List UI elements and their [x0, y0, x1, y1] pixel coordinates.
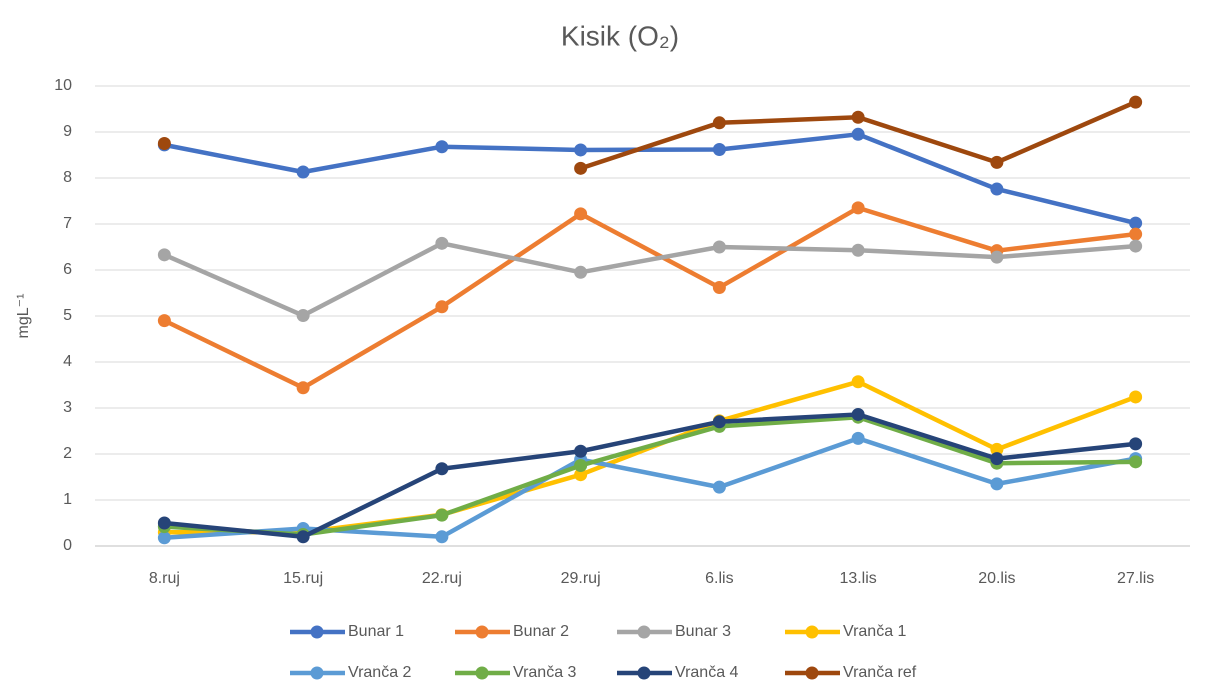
- legend-marker: [475, 625, 489, 639]
- legend-marker: [805, 666, 819, 680]
- x-tick-label: 8.ruj: [149, 570, 180, 587]
- series-line: [164, 414, 1136, 537]
- data-point: [851, 375, 865, 389]
- data-point: [296, 165, 310, 179]
- legend-marker: [475, 666, 489, 680]
- legend-marker: [805, 625, 819, 639]
- series-line: [163, 132, 1137, 226]
- y-tick-label: 2: [63, 445, 72, 462]
- data-point: [574, 161, 588, 175]
- data-point: [1129, 437, 1143, 451]
- data-point: [712, 415, 726, 429]
- data-point: [157, 516, 171, 530]
- y-tick-label: 10: [54, 77, 72, 94]
- series-line: [163, 205, 1136, 391]
- data-point: [574, 444, 588, 458]
- data-point: [296, 530, 310, 544]
- legend-label: Bunar 3: [675, 623, 731, 640]
- data-point: [574, 265, 588, 279]
- legend-label: Bunar 2: [513, 623, 569, 640]
- data-point: [851, 201, 865, 215]
- y-tick-label: 1: [63, 491, 72, 508]
- data-point: [296, 381, 310, 395]
- x-tick-label: 6.lis: [705, 570, 733, 587]
- data-point: [574, 468, 588, 482]
- data-point: [712, 240, 726, 254]
- data-point: [574, 207, 588, 221]
- legend-marker: [637, 666, 651, 680]
- series-line: [164, 436, 1137, 540]
- x-tick-label: 29.ruj: [561, 570, 601, 587]
- data-point: [1129, 390, 1143, 404]
- legend-marker: [637, 625, 651, 639]
- data-point: [851, 110, 865, 124]
- data-point: [435, 530, 449, 544]
- data-point: [157, 314, 171, 328]
- data-point: [851, 243, 865, 257]
- y-tick-label: 9: [63, 123, 72, 140]
- y-tick-label: 5: [63, 307, 72, 324]
- data-point: [574, 459, 588, 472]
- legend-label: Vranča 4: [675, 664, 739, 681]
- data-point: [712, 280, 726, 294]
- y-tick-label: 7: [63, 215, 72, 232]
- data-point: [435, 462, 449, 476]
- legend-label: Vranča 1: [843, 623, 907, 640]
- data-point: [1129, 455, 1143, 469]
- data-point: [435, 236, 449, 250]
- series-line: [164, 412, 1136, 540]
- data-point: [712, 142, 726, 156]
- data-point: [157, 248, 171, 262]
- data-point: [157, 137, 171, 150]
- legend-label: Vranča 3: [513, 664, 577, 681]
- chart-title: Kisik (O₂): [561, 20, 679, 51]
- data-point: [851, 127, 865, 141]
- data-point: [990, 250, 1004, 264]
- x-tick-label: 15.ruj: [283, 570, 323, 587]
- data-point: [990, 442, 1004, 456]
- data-point: [1129, 239, 1143, 253]
- y-tick-label: 3: [63, 399, 72, 416]
- data-point: [1129, 95, 1143, 109]
- data-point: [990, 155, 1004, 169]
- series-line: [163, 241, 1136, 318]
- data-point: [990, 452, 1004, 466]
- data-point: [1129, 227, 1143, 241]
- data-point: [157, 531, 171, 545]
- data-point: [296, 309, 310, 323]
- legend-label: Vranča ref: [843, 664, 917, 681]
- data-point: [435, 140, 449, 154]
- data-point: [851, 407, 865, 421]
- x-tick-label: 13.lis: [839, 570, 876, 587]
- data-point: [851, 431, 865, 445]
- y-tick-label: 0: [63, 537, 72, 554]
- data-point: [435, 508, 449, 522]
- y-tick-label: 8: [63, 169, 72, 186]
- data-point: [574, 143, 588, 157]
- data-point: [712, 480, 726, 494]
- data-point: [990, 477, 1004, 491]
- data-point: [990, 182, 1004, 196]
- y-tick-label: 4: [63, 353, 72, 370]
- data-point: [1129, 216, 1143, 230]
- x-tick-label: 20.lis: [978, 570, 1015, 587]
- y-axis-label: mgL⁻¹: [15, 294, 32, 339]
- x-tick-label: 22.ruj: [422, 570, 462, 587]
- y-tick-label: 6: [63, 261, 72, 278]
- legend-label: Vranča 2: [348, 664, 412, 681]
- data-point: [712, 116, 726, 130]
- data-point: [435, 300, 449, 314]
- legend-marker: [310, 625, 324, 639]
- legend-marker: [310, 666, 324, 680]
- x-tick-label: 27.lis: [1117, 570, 1154, 587]
- legend-label: Bunar 1: [348, 623, 404, 640]
